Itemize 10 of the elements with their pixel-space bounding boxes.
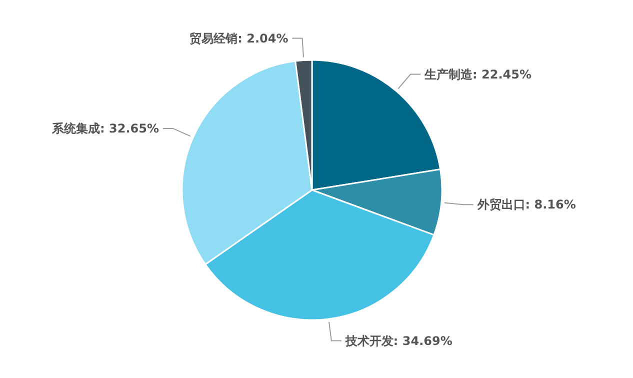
data-label: : 34.69% <box>393 334 452 348</box>
slice-label: 系统集成 <box>51 121 100 136</box>
data-label: : 2.04% <box>238 31 288 46</box>
slice-label: 技术开发 <box>344 334 394 348</box>
data-label: : 22.45% <box>472 67 532 82</box>
slice-label: 贸易经销 <box>190 31 238 46</box>
slice-label: 生产制造 <box>424 67 474 82</box>
data-label: : 32.65% <box>100 121 160 136</box>
slice-label: 外贸出口 <box>476 198 526 212</box>
data-label: : 8.16% <box>525 198 576 212</box>
